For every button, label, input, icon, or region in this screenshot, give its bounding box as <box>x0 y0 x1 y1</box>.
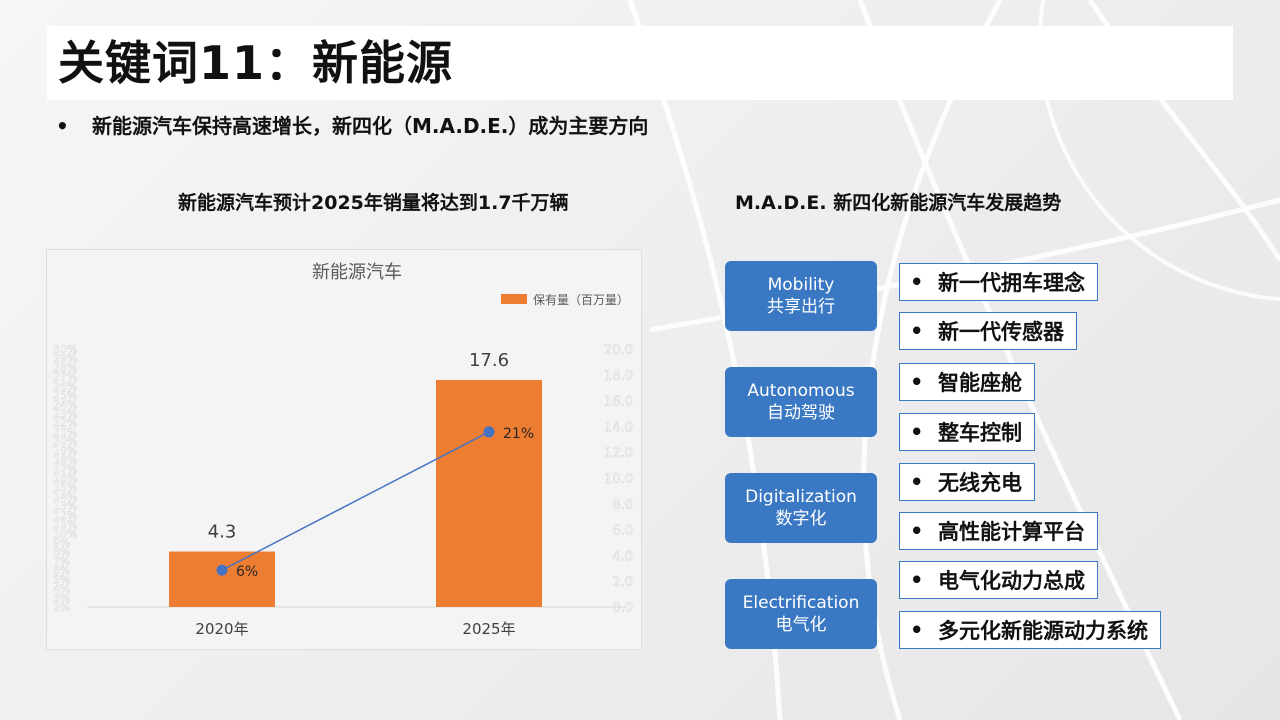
chart-panel: 新能源汽车保有量（百万量） 0.0 2.0 4.0 6.0 8.0 10.0 12.0 14.0… <box>46 249 642 650</box>
item-label: 整车控制 <box>938 421 1022 445</box>
right-axis-tick: 16.0 <box>604 395 633 410</box>
item-bullet: • <box>910 618 924 642</box>
right-axis-tick: 10.0 <box>604 472 633 487</box>
line-series <box>221 431 490 571</box>
item-bullet: • <box>910 470 924 494</box>
category-chinese-label: 电气化 <box>775 615 827 635</box>
item-label: 新一代传感器 <box>938 320 1064 344</box>
line-point <box>216 564 228 576</box>
chart-heading: 新能源汽车预计2025年销量将达到1.7千万辆 <box>178 192 569 214</box>
made-item: • 多元化新能源动力系统 <box>899 611 1161 649</box>
made-category-digitalization: Digitalization 数字化 <box>725 473 877 543</box>
left-axis-tick: 14% <box>53 490 77 503</box>
left-axis-tick: 25% <box>53 389 77 402</box>
right-axis-tick: 8.0 <box>612 498 633 513</box>
left-axis-tick: 24% <box>53 398 77 411</box>
left-axis-tick: 16% <box>53 472 77 485</box>
left-axis-tick: 5% <box>53 573 70 586</box>
made-category-electrification: Electrification 电气化 <box>725 579 877 649</box>
left-axis-tick: 28% <box>53 361 77 374</box>
bar-data-label: 4.3 <box>208 522 237 543</box>
left-axis-tick: 27% <box>53 371 77 384</box>
right-axis-tick: 14.0 <box>604 420 633 435</box>
item-bullet: • <box>910 270 924 294</box>
left-axis-tick: 15% <box>53 481 77 494</box>
right-axis-tick: 6.0 <box>612 524 633 539</box>
left-axis-tick: 20% <box>53 435 77 448</box>
category-english-label: Autonomous <box>747 381 855 401</box>
item-bullet: • <box>910 420 924 444</box>
line-point <box>483 426 495 438</box>
right-axis-tick: 18.0 <box>604 369 633 384</box>
item-label: 电气化动力总成 <box>938 569 1085 593</box>
left-axis-tick: 13% <box>53 500 77 513</box>
category-chinese-label: 数字化 <box>775 509 827 529</box>
item-label: 无线充电 <box>938 471 1022 495</box>
legend-label: 保有量（百万量） <box>533 293 629 307</box>
right-axis-tick: 12.0 <box>604 446 633 461</box>
chart-title: 新能源汽车 <box>312 262 402 283</box>
left-axis-tick: 11% <box>53 518 77 531</box>
made-item: • 电气化动力总成 <box>899 561 1098 599</box>
left-axis-tick: 2% <box>53 601 70 614</box>
legend-swatch <box>501 294 527 304</box>
category-english-label: Electrification <box>742 593 860 613</box>
left-axis-tick: 21% <box>53 426 77 439</box>
left-axis-tick: 8% <box>53 546 70 559</box>
category-english-label: Digitalization <box>745 487 857 507</box>
bar-data-label: 17.6 <box>469 350 509 371</box>
summary-bullet: • 新能源汽车保持高速增长，新四化（M.A.D.E.）成为主要方向 <box>56 110 648 139</box>
item-bullet: • <box>910 370 924 394</box>
left-axis-tick: 19% <box>53 444 77 457</box>
item-bullet: • <box>910 519 924 543</box>
bar <box>436 379 542 607</box>
item-label: 高性能计算平台 <box>938 520 1085 544</box>
x-category-label: 2020年 <box>195 620 248 638</box>
made-item: • 新一代传感器 <box>899 312 1077 350</box>
made-item: • 智能座舱 <box>899 363 1035 401</box>
left-axis-tick: 17% <box>53 463 77 476</box>
left-axis-tick: 22% <box>53 417 77 430</box>
left-axis-tick: 6% <box>53 564 70 577</box>
item-label: 智能座舱 <box>938 371 1022 395</box>
category-chinese-label: 共享出行 <box>767 297 835 317</box>
category-english-label: Mobility <box>767 275 835 295</box>
made-category-mobility: Mobility 共享出行 <box>725 261 877 331</box>
left-axis-tick: 4% <box>53 583 70 596</box>
made-heading: M.A.D.E. 新四化新能源汽车发展趋势 <box>735 192 1062 214</box>
made-item: • 无线充电 <box>899 463 1035 501</box>
summary-text: 新能源汽车保持高速增长，新四化（M.A.D.E.）成为主要方向 <box>92 114 649 138</box>
made-item: • 高性能计算平台 <box>899 512 1098 550</box>
left-axis-tick: 30% <box>53 343 77 356</box>
line-data-label: 21% <box>503 426 534 442</box>
left-axis-tick: 12% <box>53 509 77 522</box>
made-category-autonomous: Autonomous 自动驾驶 <box>725 367 877 437</box>
bullet-marker: • <box>56 114 69 138</box>
category-chinese-label: 自动驾驶 <box>767 403 835 423</box>
made-item: • 整车控制 <box>899 413 1035 451</box>
right-axis-tick: 4.0 <box>612 549 633 564</box>
left-axis-tick: 9% <box>53 537 70 550</box>
item-bullet: • <box>910 319 924 343</box>
left-axis-tick: 10% <box>53 527 77 540</box>
left-axis-tick: 3% <box>53 592 70 605</box>
left-axis-tick: 29% <box>53 352 77 365</box>
right-axis-tick: 20.0 <box>604 343 633 358</box>
made-item: • 新一代拥车理念 <box>899 263 1098 301</box>
line-data-label: 6% <box>236 564 258 580</box>
item-bullet: • <box>910 568 924 592</box>
title-banner <box>47 26 1233 100</box>
left-axis-tick: 23% <box>53 408 77 421</box>
page-title: 关键词11：新能源 <box>58 36 454 90</box>
item-label: 多元化新能源动力系统 <box>938 619 1148 643</box>
left-axis-tick: 26% <box>53 380 77 393</box>
item-label: 新一代拥车理念 <box>938 271 1085 295</box>
right-axis-tick: 2.0 <box>612 575 633 590</box>
x-category-label: 2025年 <box>462 620 515 638</box>
left-axis-tick: 7% <box>53 555 70 568</box>
bar <box>169 551 275 607</box>
left-axis-tick: 18% <box>53 454 77 467</box>
right-axis-tick: 0.0 <box>612 601 633 616</box>
